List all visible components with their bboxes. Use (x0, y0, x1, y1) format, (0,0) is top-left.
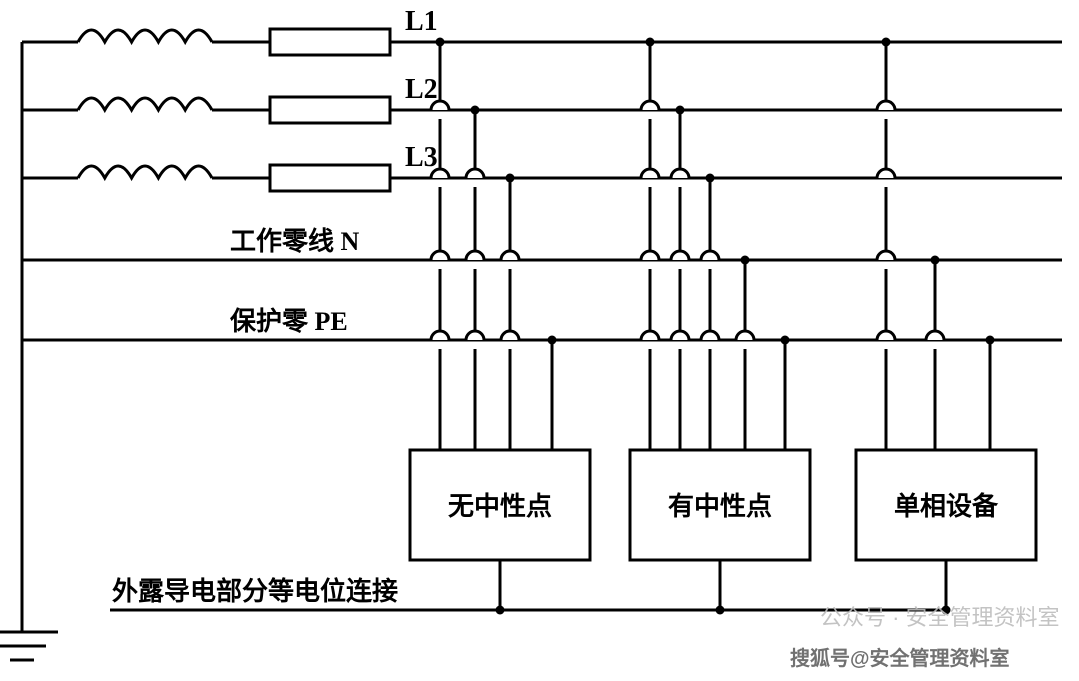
b1-L3-jump (501, 331, 519, 340)
b3-L1-jump (877, 251, 895, 260)
fuse-L2 (270, 97, 390, 123)
label-L2: L2 (405, 74, 438, 105)
b1-bond-node (496, 606, 505, 615)
box-no-neutral-label: 无中性点 (448, 491, 552, 521)
b1-L1-node (436, 38, 445, 47)
fuse-L3 (270, 165, 390, 191)
b1-L3-jump (501, 251, 519, 260)
label-L3: L3 (405, 142, 438, 173)
b2-L3-node (706, 174, 715, 183)
b3-L1-jump (877, 101, 895, 110)
b2-L2-jump (671, 169, 689, 178)
b1-L1-jump (431, 169, 449, 178)
b1-L2-jump (466, 169, 484, 178)
watermark-wx: 公众号 · 安全管理资料室 (820, 605, 1060, 630)
b2-N-node (741, 256, 750, 265)
label-PE: 保护零 PE (229, 307, 348, 336)
box-with-neutral-label: 有中性点 (668, 491, 772, 521)
b2-L1-jump (641, 169, 659, 178)
bond-label: 外露导电部分等电位连接 (112, 576, 398, 606)
watermark-sohu: 搜狐号@安全管理资料室 (790, 646, 1010, 670)
b1-PE-node (548, 336, 557, 345)
b2-L3-jump (701, 251, 719, 260)
b2-L2-jump (671, 251, 689, 260)
b3-N-jump (926, 331, 944, 340)
b2-L1-node (646, 38, 655, 47)
b1-L1-jump (431, 251, 449, 260)
fuse-L1 (270, 29, 390, 55)
b1-L2-jump (466, 251, 484, 260)
b3-L1-jump (877, 169, 895, 178)
b3-L1-node (882, 38, 891, 47)
b1-L1-jump (431, 101, 449, 110)
b1-L1-jump (431, 331, 449, 340)
b2-PE-node (781, 336, 790, 345)
b2-L3-jump (701, 331, 719, 340)
b1-L2-node (471, 106, 480, 115)
label-N: 工作零线 N (230, 227, 360, 256)
b2-L1-jump (641, 251, 659, 260)
b2-L2-node (676, 106, 685, 115)
b2-L2-jump (671, 331, 689, 340)
b3-N-node (931, 256, 940, 265)
b2-L1-jump (641, 101, 659, 110)
label-L1: L1 (405, 6, 438, 37)
b2-N-jump (736, 331, 754, 340)
b3-PE-node (986, 336, 995, 345)
b1-L3-node (506, 174, 515, 183)
b2-L1-jump (641, 331, 659, 340)
b3-L1-jump (877, 331, 895, 340)
box-single-phase-label: 单相设备 (894, 492, 999, 521)
b1-L2-jump (466, 331, 484, 340)
b2-bond-node (716, 606, 725, 615)
